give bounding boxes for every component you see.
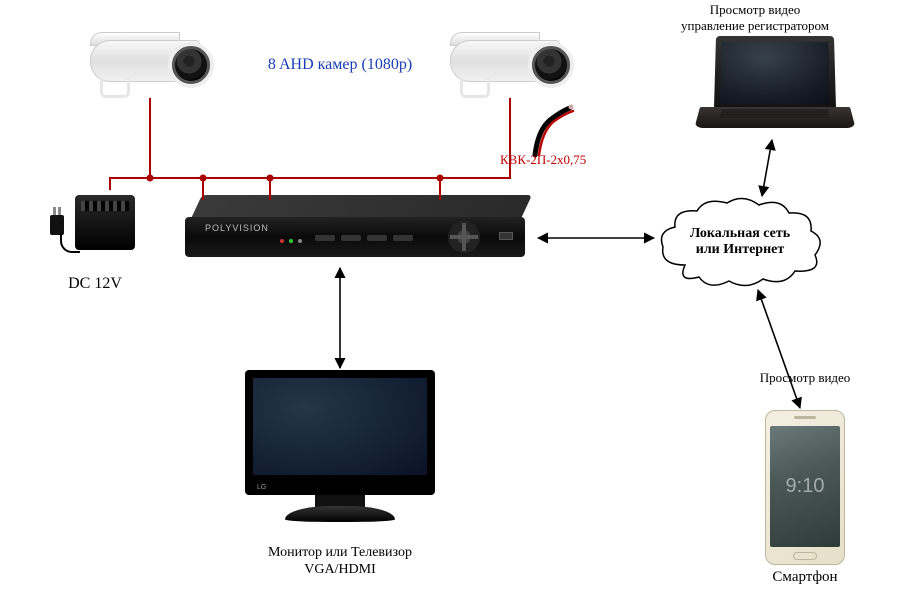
monitor-brand-label: LG xyxy=(257,484,266,491)
smartphone: 9:10 xyxy=(765,410,845,565)
laptop-caption: Просмотр видео управление регистратором xyxy=(625,2,885,33)
laptop xyxy=(700,35,850,145)
phone-label: Смартфон xyxy=(750,568,860,586)
phone-screen-text: 9:10 xyxy=(770,426,840,547)
cameras-title: 8 AHD камер (1080p) xyxy=(240,55,440,74)
cloud-label-line2: или Интернет xyxy=(696,243,784,258)
camera-left xyxy=(90,30,210,100)
monitor-label: Монитор или Телевизор VGA/HDMI xyxy=(235,545,445,579)
monitor: LG xyxy=(245,370,435,530)
phone-caption: Просмотр видео xyxy=(720,370,890,386)
network-cloud: Локальная сеть или Интернет xyxy=(655,195,825,290)
dvr-recorder: POLYVISION xyxy=(185,195,535,265)
coax-cable-label: КВК-2П-2х0,75 xyxy=(500,152,630,168)
dvr-dpad-icon xyxy=(448,221,480,253)
cloud-label-line1: Локальная сеть xyxy=(690,226,790,241)
psu-label: DC 12V xyxy=(55,274,135,293)
dvr-usb-icon xyxy=(499,232,513,240)
power-supply xyxy=(50,185,140,265)
camera-right xyxy=(450,30,570,100)
dvr-brand-label: POLYVISION xyxy=(205,223,269,233)
